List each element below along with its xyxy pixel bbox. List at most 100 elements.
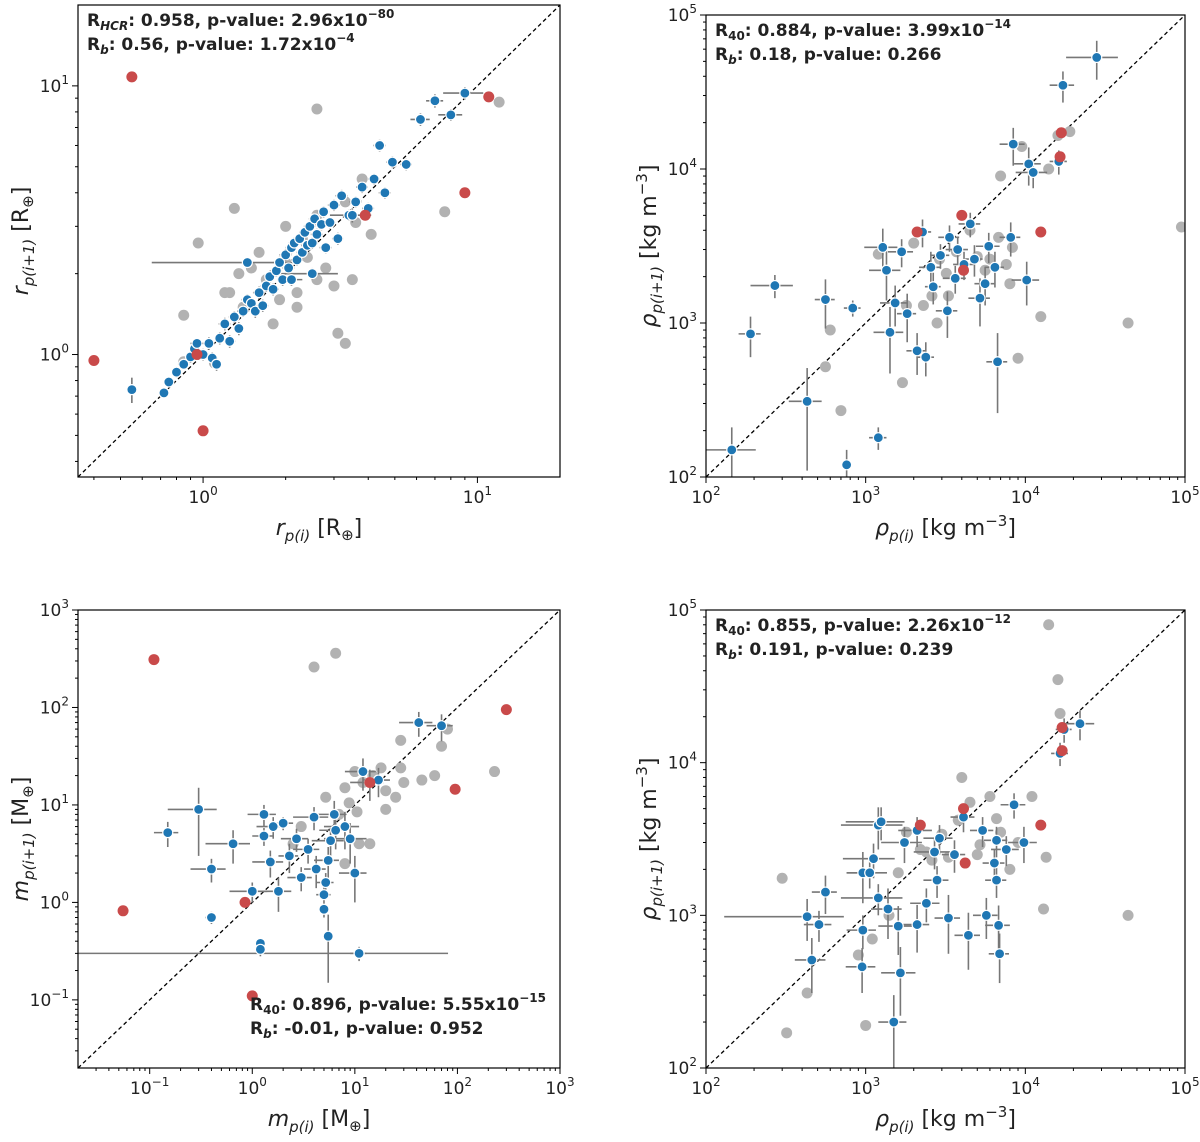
- gray-point: [971, 849, 983, 861]
- gray-point: [1004, 863, 1016, 875]
- gray-point: [892, 867, 904, 879]
- blue-point: [324, 835, 337, 847]
- gray-point: [1012, 352, 1024, 364]
- blue-point: [864, 867, 876, 879]
- blue-point: [1007, 138, 1019, 150]
- blue-point: [964, 218, 976, 230]
- gray-point: [429, 770, 441, 782]
- blue-point: [990, 874, 1003, 886]
- red-point: [197, 425, 209, 437]
- blue-point: [295, 871, 307, 884]
- blue-point: [968, 253, 981, 265]
- blue-point: [219, 318, 231, 330]
- gray-point: [1043, 619, 1055, 631]
- gray-point: [1038, 903, 1050, 915]
- blue-point: [193, 803, 205, 815]
- blue-point: [1027, 166, 1039, 179]
- one-to-one-line: [78, 610, 560, 1068]
- stats-annotation: Rb: 0.191, p-value: 0.239: [715, 640, 953, 662]
- x-tick-label: 103: [545, 1075, 574, 1099]
- gray-point: [390, 791, 402, 803]
- y-tick-label: 102: [668, 464, 697, 488]
- blue-point: [819, 886, 832, 898]
- blue-point: [318, 889, 330, 901]
- y-tick-label: 10−1: [30, 987, 69, 1011]
- stats-annotation: R40: 0.855, p-value: 2.26x10−12: [715, 612, 1011, 638]
- plot-area: [78, 610, 560, 1068]
- gray-point: [942, 290, 954, 302]
- blue-point: [356, 181, 368, 193]
- blue-point: [126, 384, 138, 396]
- red-point: [88, 355, 100, 367]
- red-point: [483, 91, 495, 103]
- red-point: [1055, 127, 1067, 139]
- red-point: [1056, 745, 1068, 757]
- x-axis-label: rp(i) [R⊕]: [276, 516, 363, 545]
- blue-point: [283, 850, 295, 862]
- y-tick-label: 105: [668, 597, 697, 621]
- gray-point: [852, 949, 864, 961]
- y-axis-label: ρp(i+1) [kg m−3]: [633, 758, 666, 921]
- blue-point: [228, 311, 240, 323]
- blue-point: [990, 834, 1003, 846]
- blue-point: [310, 863, 322, 875]
- blue-point: [320, 876, 332, 889]
- blue-point: [318, 903, 330, 915]
- x-tick-label: 102: [691, 1075, 720, 1099]
- blue-point: [339, 820, 351, 833]
- gray-point: [819, 361, 831, 373]
- blue-point: [911, 918, 923, 931]
- blue-point: [889, 297, 901, 309]
- gray-point: [493, 96, 505, 108]
- gray-point: [398, 776, 410, 788]
- gray-point: [339, 337, 351, 349]
- blue-point: [1005, 231, 1017, 243]
- x-axis-label: ρp(i) [kg m−3]: [875, 1103, 1016, 1136]
- blue-point: [977, 824, 989, 837]
- x-tick-label: 104: [1011, 1075, 1040, 1099]
- blue-point: [318, 206, 330, 218]
- blue-point: [857, 924, 869, 936]
- blue-point: [1091, 51, 1103, 64]
- red-point: [117, 905, 129, 917]
- gray-point: [995, 170, 1007, 182]
- blue-point: [349, 867, 361, 879]
- y-tick-label: 101: [40, 792, 69, 816]
- blue-point: [191, 337, 203, 349]
- red-point: [1054, 151, 1066, 163]
- blue-point: [920, 351, 932, 363]
- blue-point: [306, 237, 318, 249]
- y-axis-label: rp(i+1) [R⊕]: [9, 187, 38, 296]
- blue-point: [934, 249, 947, 261]
- blue-point: [1000, 843, 1012, 856]
- gray-point: [824, 324, 836, 336]
- blue-point: [989, 261, 1001, 273]
- red-point: [956, 209, 968, 221]
- gray-point: [267, 318, 279, 330]
- blue-point: [291, 254, 303, 266]
- blue-point: [227, 838, 239, 850]
- blue-point: [894, 967, 906, 979]
- blue-point: [901, 308, 913, 320]
- blue-point: [158, 387, 170, 399]
- gray-point: [320, 791, 332, 803]
- blue-point: [237, 305, 249, 317]
- blue-point: [920, 897, 932, 909]
- blue-point: [210, 358, 223, 370]
- gray-point: [1000, 258, 1012, 270]
- gray-point: [291, 287, 303, 299]
- red-point: [1035, 226, 1047, 238]
- gray-point: [1040, 851, 1052, 863]
- panel-radius: 100 101 100 101 rp(i) [R⊕] rp(i+1) [R⊕] RHCR: …: [9, 4, 561, 545]
- gray-point: [395, 734, 407, 746]
- gray-point: [365, 228, 377, 240]
- blue-point: [277, 817, 289, 829]
- blue-point: [896, 246, 908, 258]
- gray-point: [308, 661, 320, 673]
- gray-point: [489, 766, 501, 778]
- gray-point: [280, 220, 292, 232]
- red-point: [958, 264, 970, 276]
- gray-point: [984, 791, 996, 803]
- gray-point: [320, 262, 332, 274]
- gray-point: [974, 839, 986, 851]
